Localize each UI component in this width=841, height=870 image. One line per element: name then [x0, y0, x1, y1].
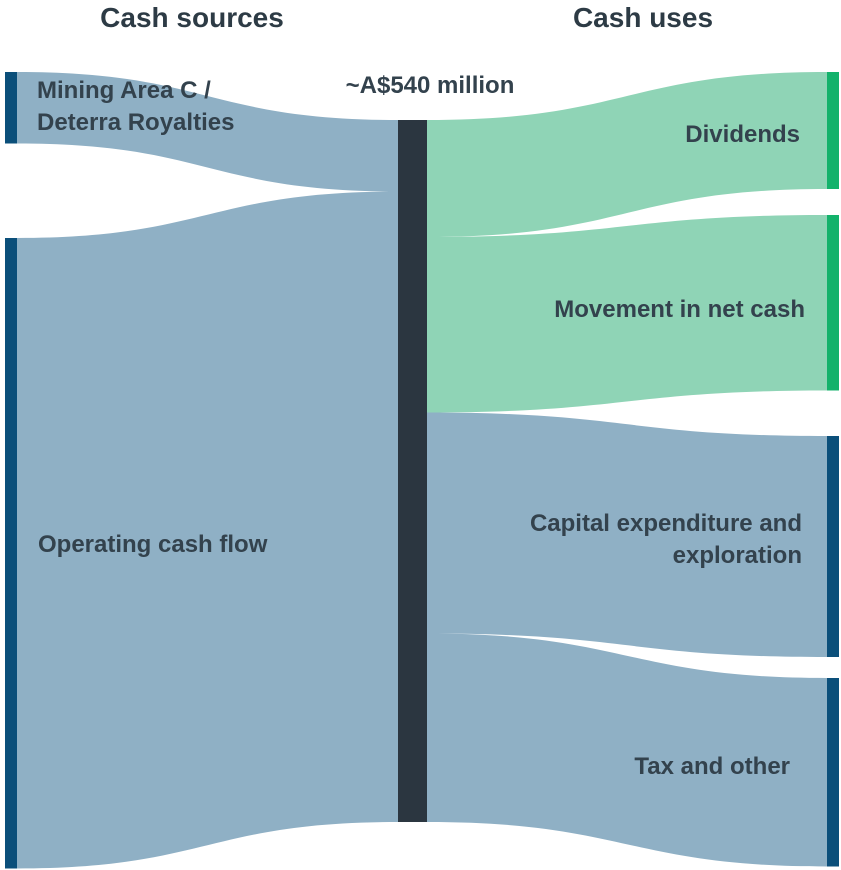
- use-label: Movement in net cash: [554, 296, 805, 323]
- use-node: [827, 72, 839, 189]
- use-label: Dividends: [685, 121, 800, 148]
- source-heading: Cash sources: [100, 2, 284, 33]
- source-node: [5, 72, 17, 144]
- flow: [427, 215, 827, 413]
- use-node: [827, 215, 839, 391]
- flow: [427, 412, 827, 657]
- use-label: Capital expenditure and exploration: [529, 510, 802, 569]
- use-node: [827, 436, 839, 657]
- source-label: Mining Area C / Deterra Royalties: [37, 77, 235, 136]
- flow: [17, 191, 398, 869]
- center-node: [398, 120, 427, 822]
- source-node: [5, 238, 17, 869]
- flow: [427, 633, 827, 867]
- flow: [17, 72, 398, 192]
- use-node: [827, 678, 839, 867]
- center-label: ~A$540 million: [345, 72, 515, 99]
- flow: [427, 72, 827, 237]
- source-label: Operating cash flow: [38, 531, 268, 558]
- use-heading: Cash uses: [572, 2, 714, 33]
- use-label: Tax and other: [634, 753, 790, 780]
